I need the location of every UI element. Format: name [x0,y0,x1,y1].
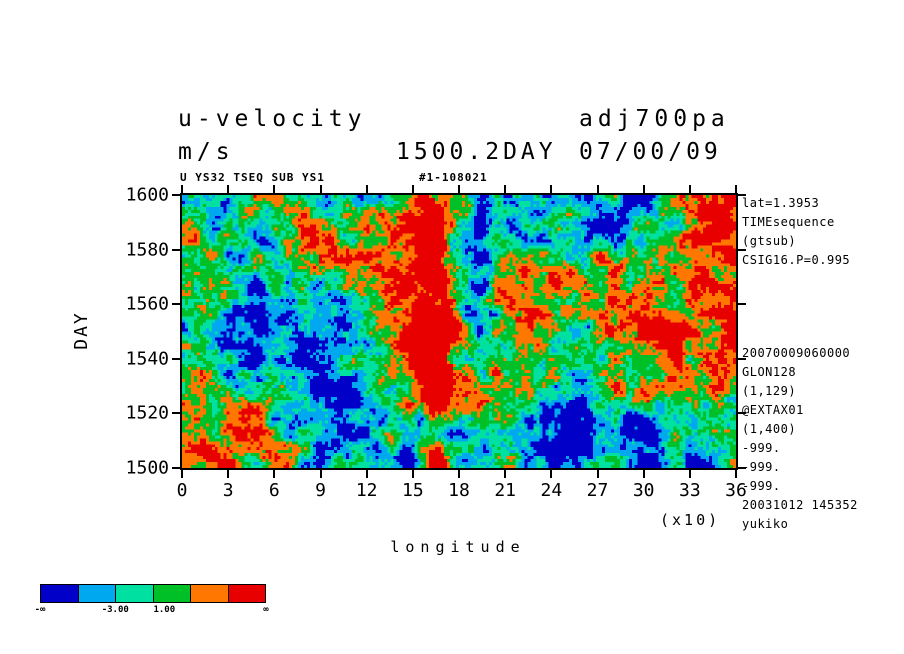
x-tick-label: 36 [725,480,747,501]
x-tick [319,470,322,478]
colorbar-segment [190,585,228,602]
y-tick [738,357,746,360]
x-tick-label: 27 [586,480,609,501]
x-tick [642,185,645,193]
run-id: #1-108021 [419,171,488,184]
time-label: 1500.2DAY [396,139,557,165]
x-tick [365,185,368,193]
x-tick-label: 6 [268,480,280,501]
x-scale-note: (x10) [660,511,721,529]
x-tick [458,470,460,478]
y-tick [738,303,746,306]
x-tick-label: 0 [176,480,188,501]
x-tick [273,185,276,193]
x-tick [319,185,322,193]
colorbar-label: -3.00 [101,605,129,615]
colorbar-labels: -∞ -3.00 1.00 ∞ [35,605,269,617]
y-tick [172,412,180,415]
annotation-line: (1,129) [742,384,797,398]
x-tick [596,185,599,193]
x-tick [458,185,460,193]
y-tick [738,248,746,251]
x-tick [411,470,414,478]
y-tick [172,467,180,469]
colorbar-label: ∞ [263,605,269,615]
annotation-line: 20070009060000 [742,346,851,360]
y-tick [172,248,180,251]
annotation-line: TIMEsequence [742,215,835,229]
x-axis-title: longitude [390,538,526,556]
y-tick [172,357,180,360]
x-tick [642,470,645,478]
annotation-line: (1,400) [742,422,797,436]
annotation-line: 20031012 145352 [742,498,858,512]
x-tick-label: 9 [315,480,326,501]
right-annotations-block-1: lat=1.3953 TIMEsequence (gtsub) CSIG16.P=0.… [742,194,850,270]
y-tick [738,467,746,469]
x-tick-label: 33 [678,480,701,501]
plot-frame: 0 3 6 9 12 15 18 21 24 27 30 33 36 1600 1580 1560 1540 15… [126,185,747,502]
x-tick [411,185,414,193]
annotation-line: yukiko [742,517,789,531]
annotation-line: CSIG16.P=0.995 [742,253,851,267]
y-tick-label: 1580 [125,239,169,261]
units-label: m/s [178,139,235,165]
variable-info: U YS32 TSEQ SUB YS1 [180,171,325,184]
right-annotations-block-2: 20070009060000 GLON128 (1,129) @EXTAX01 (1,4… [742,344,858,534]
y-tick-label: 1600 [125,184,169,206]
plot-title: u-velocity [178,106,367,132]
x-tick-label: 24 [540,480,563,501]
x-tick-label: 15 [401,480,424,501]
x-tick [550,185,553,193]
x-tick [688,185,691,193]
y-tick-label: 1540 [125,348,169,370]
colorbar-segment [227,585,265,602]
y-tick-label: 1500 [125,457,169,479]
x-tick [273,470,276,478]
annotation-line: @EXTAX01 [742,403,804,417]
annotation-line: GLON128 [742,365,797,379]
annotation-line: -999. [742,460,781,474]
annotation-line: -999. [742,479,781,493]
x-tick [596,470,599,478]
colorbar-segment [115,585,153,602]
y-tick [738,412,746,415]
y-tick [172,194,180,196]
y-axis-title: DAY [70,311,92,350]
x-tick-label: 21 [494,480,516,501]
x-tick [735,185,737,193]
colorbar [40,584,266,603]
y-tick [172,303,180,306]
y-tick [738,194,746,196]
experiment-label: adj700pa [579,106,730,132]
x-tick [181,470,183,478]
y-tick-label: 1560 [125,293,169,315]
annotation-line: -999. [742,441,781,455]
x-tick-label: 18 [448,480,470,501]
x-tick [504,185,507,193]
x-tick [550,470,553,478]
y-tick-label: 1520 [125,402,169,424]
x-tick [735,470,737,478]
annotation-line: (gtsub) [742,234,797,248]
x-tick-label: 12 [355,480,378,501]
date-label: 07/00/09 [579,139,722,165]
x-tick [227,185,230,193]
x-tick [365,470,368,478]
x-tick-label: 30 [632,480,655,501]
colorbar-label: 1.00 [153,605,176,615]
x-tick [181,185,183,193]
x-tick-label: 3 [222,480,234,501]
colorbar-label: -∞ [34,605,46,615]
x-tick [227,470,230,478]
heatmap-canvas [182,195,736,468]
annotation-line: lat=1.3953 [742,196,820,210]
x-tick [688,470,691,478]
x-tick [504,470,507,478]
colorbar-segment [152,585,190,602]
colorbar-segment [41,585,78,602]
colorbar-segment [77,585,115,602]
